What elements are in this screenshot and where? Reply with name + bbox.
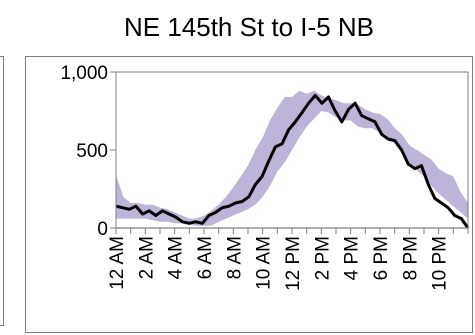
x-tick-label: 6 PM xyxy=(371,236,392,280)
y-tick-label: 1,000 xyxy=(60,63,108,84)
range-band-layer xyxy=(116,90,468,226)
series-line xyxy=(115,93,470,229)
x-tick-label: 10 AM xyxy=(254,236,275,290)
x-tick-label: 8 PM xyxy=(400,236,421,280)
x-tick-label: 4 PM xyxy=(342,236,363,280)
y-tick-label: 500 xyxy=(76,141,108,162)
series-line-layer xyxy=(115,93,470,229)
chart-title: NE 145th St to I-5 NB xyxy=(123,12,374,42)
tick-labels: 0 500 1,000 12 AM 2 AM 4 AM 6 AM 8 AM 10 AM 12 PM… xyxy=(60,63,450,291)
x-tick-label: 12 PM xyxy=(283,236,304,291)
x-tick-label: 6 AM xyxy=(195,236,216,279)
axes xyxy=(110,71,469,234)
x-tick-label: 2 AM xyxy=(136,236,157,279)
x-tick-label: 2 PM xyxy=(312,236,333,280)
x-tick-label: 12 AM xyxy=(107,236,128,290)
chart-frame xyxy=(25,56,473,333)
x-tick-label: 8 AM xyxy=(224,236,245,279)
adjacent-panel-edge xyxy=(0,56,4,326)
y-tick-label: 0 xyxy=(97,219,108,240)
range-band xyxy=(116,90,468,226)
x-tick-label: 4 AM xyxy=(166,236,187,279)
x-tick-label: 10 PM xyxy=(430,236,451,291)
